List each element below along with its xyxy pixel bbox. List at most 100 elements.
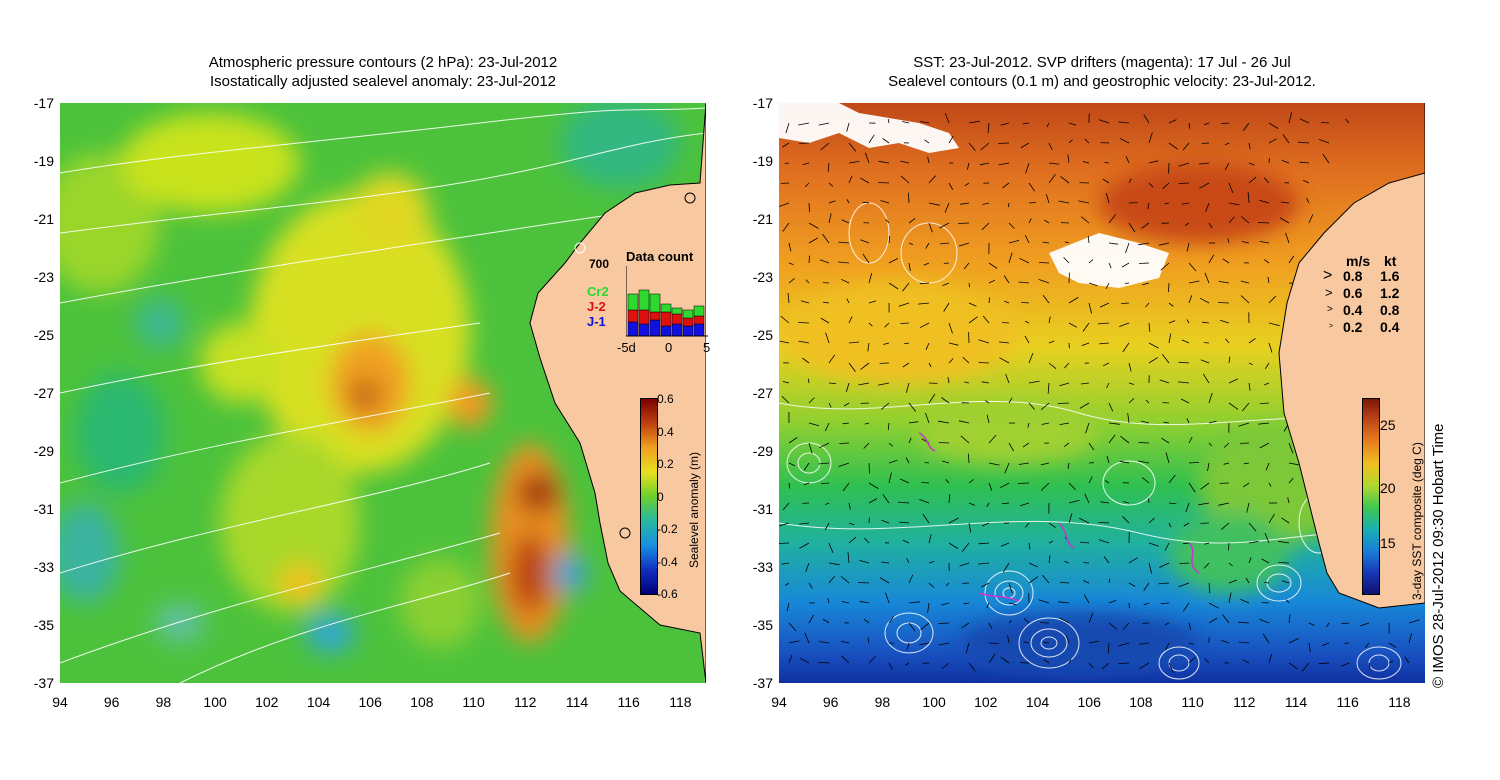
- lon-tick-label: 108: [410, 694, 434, 710]
- velocity-arrow: [1002, 562, 1010, 573]
- velocity-arrow: [820, 317, 830, 324]
- velocity-arrow: [1258, 422, 1270, 425]
- velocity-arrow: [827, 162, 830, 172]
- velocity-arrow: [1198, 502, 1210, 506]
- velocity-arrow: [1065, 635, 1070, 644]
- velocity-arrow: [1264, 532, 1270, 544]
- velocity-arrow: [788, 262, 794, 265]
- velocity-arrow: [1208, 254, 1215, 264]
- velocity-arrow: [846, 199, 850, 204]
- velocity-arrow: [823, 301, 830, 304]
- velocity-arrow: [1259, 618, 1270, 624]
- velocity-arrow: [781, 562, 790, 565]
- velocity-arrow: [848, 142, 857, 152]
- velocity-arrow: [1084, 493, 1090, 504]
- colorbar-tick-label: -0.6: [657, 587, 678, 601]
- velocity-arrow: [1048, 522, 1057, 529]
- velocity-arrow: [882, 494, 890, 504]
- velocity-arrow: [1125, 156, 1130, 164]
- velocity-arrow: [1238, 422, 1250, 427]
- velocity-arrow: [1204, 122, 1210, 126]
- right-map[interactable]: [779, 103, 1425, 683]
- velocity-arrow: [1098, 539, 1110, 544]
- velocity-arrow: [1059, 422, 1070, 425]
- velocity-arrow: [1240, 280, 1250, 284]
- velocity-arrow: [1202, 321, 1210, 324]
- velocity-arrow: [1007, 202, 1010, 208]
- velocity-arrow: [1108, 262, 1112, 269]
- velocity-arrow: [902, 282, 910, 292]
- velocity-arrow: [1024, 522, 1030, 528]
- velocity-arrow: [1082, 580, 1090, 584]
- velocity-arrow: [1102, 362, 1110, 367]
- velocity-arrow: [968, 453, 970, 464]
- data-count-bar: [671, 323, 683, 337]
- velocity-arrow: [1038, 599, 1050, 604]
- velocity-arrow: [1204, 272, 1210, 284]
- velocity-arrow: [1248, 557, 1252, 564]
- velocity-arrow: [945, 479, 950, 484]
- velocity-arrow: [1138, 242, 1150, 246]
- velocity-arrow: [1097, 322, 1110, 325]
- velocity-arrow: [1183, 542, 1190, 545]
- velocity-arrow: [1178, 381, 1190, 384]
- velocity-arrow: [1028, 380, 1040, 384]
- velocity-arrow: [1024, 234, 1030, 244]
- velocity-arrow: [986, 602, 990, 609]
- velocity-arrow: [1088, 662, 1094, 669]
- velocity-arrow: [938, 622, 950, 624]
- velocity-arrow: [1268, 513, 1275, 524]
- left-map[interactable]: [60, 103, 706, 683]
- velocity-arrow: [1080, 382, 1090, 385]
- lon-tick-label: 114: [565, 694, 589, 710]
- velocity-arrow: [1148, 562, 1153, 574]
- left-title-line2: Isostatically adjusted sealevel anomaly:…: [209, 73, 557, 90]
- velocity-arrow: [1164, 202, 1170, 205]
- velocity-arrow: [1008, 239, 1020, 244]
- velocity-arrow: [863, 442, 870, 449]
- velocity-arrow: [798, 340, 810, 344]
- velocity-arrow: [944, 112, 950, 124]
- velocity-arrow: [799, 522, 810, 525]
- velocity-arrow: [808, 237, 819, 244]
- velocity-arrow: [1128, 222, 1136, 233]
- velocity-arrow: [925, 412, 930, 424]
- lon-tick-label: 106: [358, 694, 382, 710]
- velocity-arrow: [878, 182, 890, 184]
- velocity-arrow: [1208, 602, 1219, 609]
- velocity-arrow: [1088, 259, 1094, 264]
- right-title: SST: 23-Jul-2012. SVP drifters (magenta)…: [779, 53, 1425, 91]
- velocity-arrow: [839, 442, 850, 444]
- velocity-arrow: [1208, 442, 1213, 447]
- lon-tick-label: 106: [1077, 694, 1101, 710]
- velocity-arrow: [988, 434, 997, 444]
- velocity-arrow: [1288, 638, 1299, 644]
- velocity-arrow: [828, 562, 840, 566]
- velocity-arrow: [1001, 502, 1010, 505]
- speed-legend-ms: 0.2: [1343, 319, 1363, 335]
- velocity-arrow: [1308, 642, 1311, 653]
- velocity-arrow: [1028, 218, 1032, 224]
- velocity-arrow: [1041, 422, 1050, 425]
- velocity-arrow: [1103, 556, 1110, 564]
- velocity-arrow: [1228, 592, 1232, 604]
- velocity-arrow: [1018, 482, 1030, 484]
- velocity-arrow: [1004, 300, 1010, 304]
- velocity-arrow: [1168, 282, 1170, 293]
- lon-tick-label: 96: [822, 694, 839, 710]
- velocity-arrow: [1180, 398, 1190, 404]
- velocity-arrow: [1148, 357, 1159, 364]
- mission-j2: J-2: [587, 299, 606, 314]
- velocity-arrow: [1287, 497, 1290, 504]
- velocity-arrow: [1268, 342, 1273, 353]
- velocity-arrow: [1028, 182, 1036, 192]
- velocity-arrow: [860, 362, 870, 370]
- colorbar-tick-label: 0: [657, 489, 664, 504]
- velocity-arrow: [1028, 576, 1039, 584]
- velocity-arrow: [1064, 362, 1070, 369]
- velocity-arrow: [943, 302, 950, 312]
- velocity-arrow: [1163, 421, 1170, 424]
- velocity-arrow: [1288, 477, 1294, 484]
- velocity-arrow: [1018, 281, 1030, 284]
- data-count-bar: [638, 289, 650, 311]
